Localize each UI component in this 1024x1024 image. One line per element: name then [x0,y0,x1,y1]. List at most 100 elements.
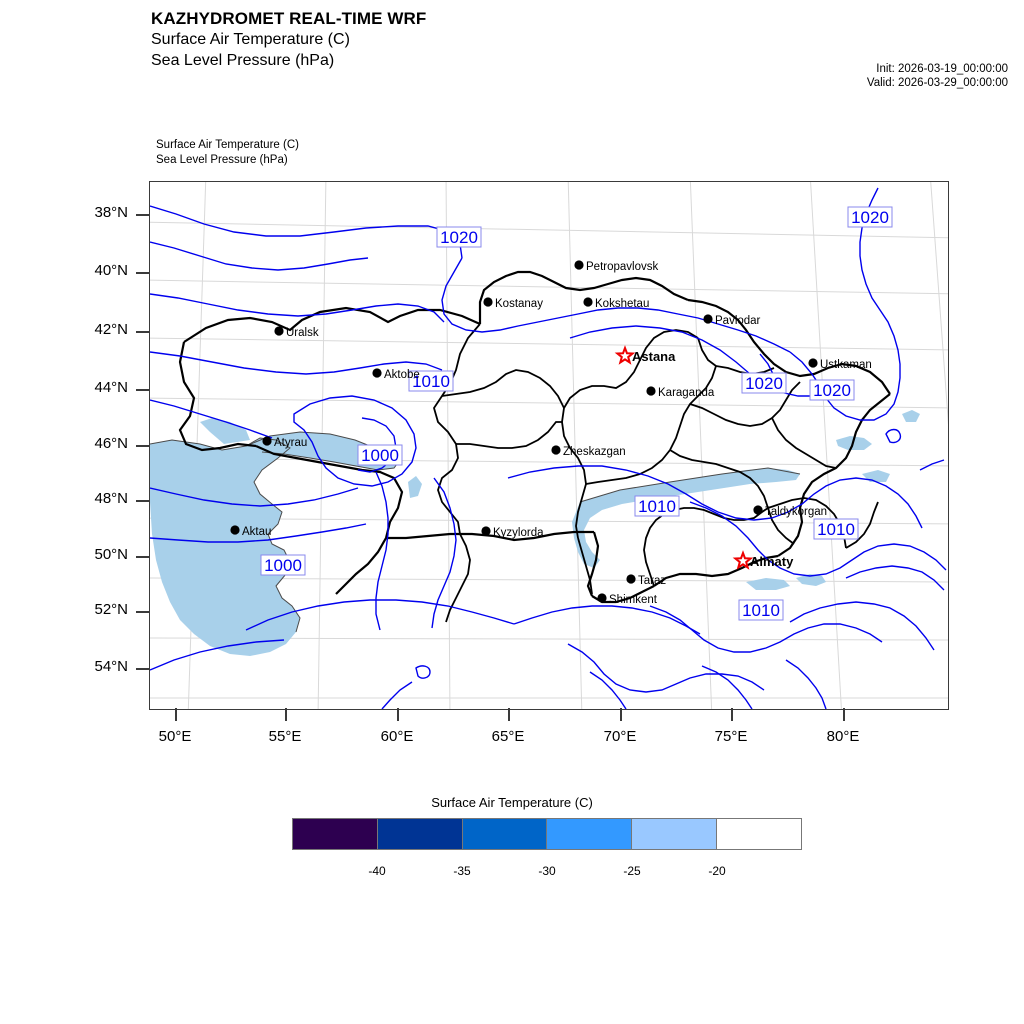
city-dot-icon [597,593,607,603]
city-marker-petropavlovsk[interactable]: Petropavlovsk [574,260,658,273]
colorbar-tick-label: -30 [538,864,556,878]
plot-subtitle: Surface Air Temperature (C) Sea Level Pr… [156,138,299,168]
isobar-label-text: 1020 [851,208,889,227]
latitude-tick [136,331,149,333]
page-title: KAZHYDROMET REAL-TIME WRF Surface Air Te… [151,8,426,71]
city-label: Taraz [638,575,666,587]
city-marker-kyzylorda[interactable]: Kyzylorda [481,526,544,539]
colorbar-ticks: -40 -35 -30 -25 -20 [292,864,802,884]
city-marker-aktau[interactable]: Aktau [230,525,271,538]
colorbar[interactable] [292,818,802,850]
map-panel[interactable]: 1020 1020 1020 1020 1010 1000 1010 1010 1000 1010… [149,181,949,710]
isobar-label: 1020 [436,226,482,248]
longitude-tick [620,708,622,721]
city-dot-icon [753,505,763,515]
latitude-tick [136,445,149,447]
colorbar-band-1 [377,819,463,849]
city-marker-karaganda[interactable]: Karaganda [646,386,715,399]
latitude-label: 50°N [94,546,128,563]
isobar-label: 1020 [809,379,855,401]
subtitle-line-2: Sea Level Pressure (hPa) [156,154,288,166]
title-line-1: KAZHYDROMET REAL-TIME WRF [151,9,427,28]
city-marker-kostanay[interactable]: Kostanay [483,297,543,310]
longitude-tick [285,708,287,721]
longitude-label: 65°E [491,728,525,745]
capital-star-icon [732,550,754,570]
city-marker-pavlodar[interactable]: Pavlodar [703,314,761,327]
longitude-label: 70°E [603,728,637,745]
longitude-label: 80°E [826,728,860,745]
city-label: Kokshetau [595,298,649,310]
city-label: Atyrau [274,437,307,449]
city-label: Kyzylorda [493,527,544,539]
latitude-tick [136,389,149,391]
latitude-label: 48°N [94,490,128,507]
city-marker-uralsk[interactable]: Uralsk [274,326,319,339]
isobar-label-text: 1010 [742,601,780,620]
latitude-tick [136,556,149,558]
city-marker-zheskazgan[interactable]: Zheskazgan [551,445,626,458]
longitude-label: 50°E [158,728,192,745]
latitude-label: 38°N [94,204,128,221]
latitude-label: 42°N [94,321,128,338]
city-dot-icon [230,525,240,535]
longitude-tick [508,708,510,721]
valid-time: Valid: 2026-03-29_00:00:00 [866,77,1008,89]
city-label: Pavlodar [715,315,761,327]
city-marker-aktobe[interactable]: Aktobe [372,368,420,381]
city-dot-icon [274,326,284,336]
longitude-label: 55°E [268,728,302,745]
isobar-label-text: 1020 [745,374,783,393]
city-label: Zheskazgan [563,446,626,458]
latitude-label: 54°N [94,658,128,675]
latitude-label: 46°N [94,435,128,452]
city-dot-icon [483,297,493,307]
city-dot-icon [372,368,382,378]
city-label: Taldykorgan [765,506,827,518]
latitude-tick [136,611,149,613]
latitude-tick [136,272,149,274]
city-label: Astana [632,349,676,364]
city-label: Uralsk [286,327,319,339]
city-marker-astana[interactable]: Astana [614,345,676,365]
map-canvas: 1020 1020 1020 1020 1010 1000 1010 1010 1000 1010… [150,182,948,709]
longitude-tick [397,708,399,721]
latitude-label: 44°N [94,379,128,396]
colorbar-tick-label: -35 [453,864,471,878]
latitude-tick [136,214,149,216]
isobar-label: 1020 [741,372,787,394]
longitude-label: 75°E [714,728,748,745]
city-label: Petropavlovsk [586,261,658,273]
colorbar-tick-label: -25 [623,864,641,878]
city-marker-taldykorgan[interactable]: Taldykorgan [753,505,827,518]
isobar-label: 1000 [260,554,306,576]
isobar-label: 1010 [634,495,680,517]
isobar-label: 1020 [847,206,893,228]
title-line-2: Surface Air Temperature (C) [151,31,350,48]
isobar-label-text: 1010 [412,372,450,391]
city-marker-almaty[interactable]: Almaty [732,550,794,570]
city-dot-icon [262,436,272,446]
city-marker-atyrau[interactable]: Atyrau [262,436,307,449]
title-line-3: Sea Level Pressure (hPa) [151,52,335,69]
isobar-label-text: 1010 [638,497,676,516]
city-dot-icon [481,526,491,536]
capital-star-icon [614,345,636,365]
longitude-label: 60°E [380,728,414,745]
colorbar-band-2 [462,819,548,849]
city-marker-shimkent[interactable]: Shimkent [597,593,658,606]
city-label: Aktau [242,526,271,538]
city-label: Kostanay [495,298,543,310]
city-marker-taraz[interactable]: Taraz [626,574,666,587]
city-marker-kokshetau[interactable]: Kokshetau [583,297,649,310]
city-dot-icon [703,314,713,324]
city-layer: Uralsk Aktobe Atyrau Aktau Kostanay Petropavl… [230,260,872,606]
city-marker-ustkaman[interactable]: Ustkaman [808,358,872,371]
latitude-label: 40°N [94,262,128,279]
longitude-tick [175,708,177,721]
colorbar-tick-label: -40 [368,864,386,878]
run-info: Init: 2026-03-19_00:00:00 Valid: 2026-03… [867,62,1008,90]
isobar-layer [150,187,947,709]
city-dot-icon [551,445,561,455]
city-label: Shimkent [609,594,658,606]
